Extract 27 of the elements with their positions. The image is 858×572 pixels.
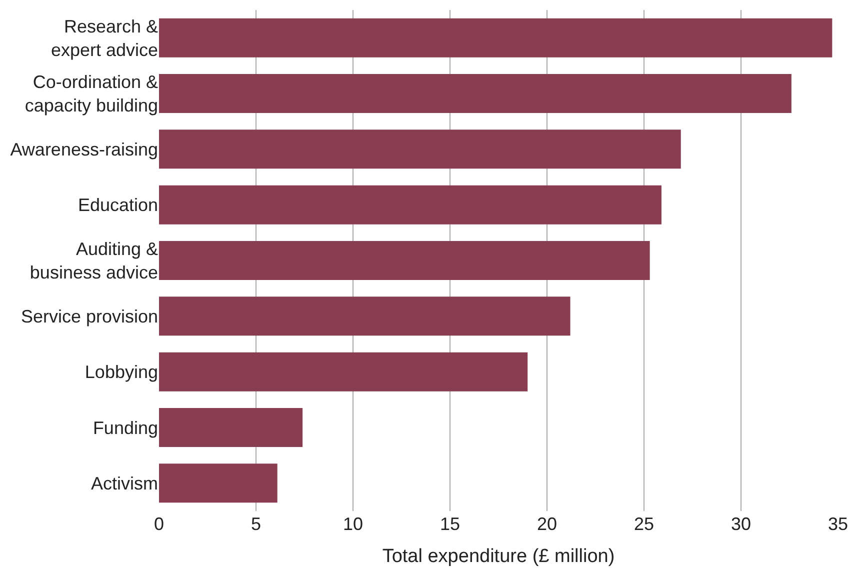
bar: [159, 185, 662, 224]
bar: [159, 296, 570, 336]
x-tick-label: 25: [634, 514, 654, 534]
x-tick-label: 30: [730, 514, 752, 534]
y-tick-label: Lobbying: [84, 362, 158, 382]
y-tick-label: Co-ordination & capacity building: [24, 72, 158, 116]
y-tick-label: Research & expert advice: [50, 16, 158, 60]
x-tick-label: 20: [536, 514, 558, 534]
y-tick-label: Auditing & business advice: [30, 239, 158, 282]
y-tick-label: Activism: [91, 473, 158, 494]
bar: [159, 352, 528, 392]
bar: [159, 18, 832, 58]
bar: [159, 464, 278, 503]
bar: [159, 130, 681, 169]
x-tick-label: 5: [250, 514, 262, 534]
y-tick-label: Funding: [92, 418, 158, 438]
y-tick-label: Awareness-raising: [10, 139, 158, 160]
x-tick-label: 15: [440, 514, 460, 534]
bar: [159, 74, 792, 113]
bar: [159, 241, 650, 280]
x-tick-label: 10: [342, 514, 364, 534]
y-tick-label: Service provision: [20, 306, 158, 326]
x-tick-label: 35: [828, 514, 848, 534]
x-tick-label: 0: [154, 514, 164, 534]
y-tick-label: Education: [78, 195, 158, 216]
x-axis-title: Total expenditure (£ million): [382, 546, 615, 567]
bar: [159, 408, 303, 447]
